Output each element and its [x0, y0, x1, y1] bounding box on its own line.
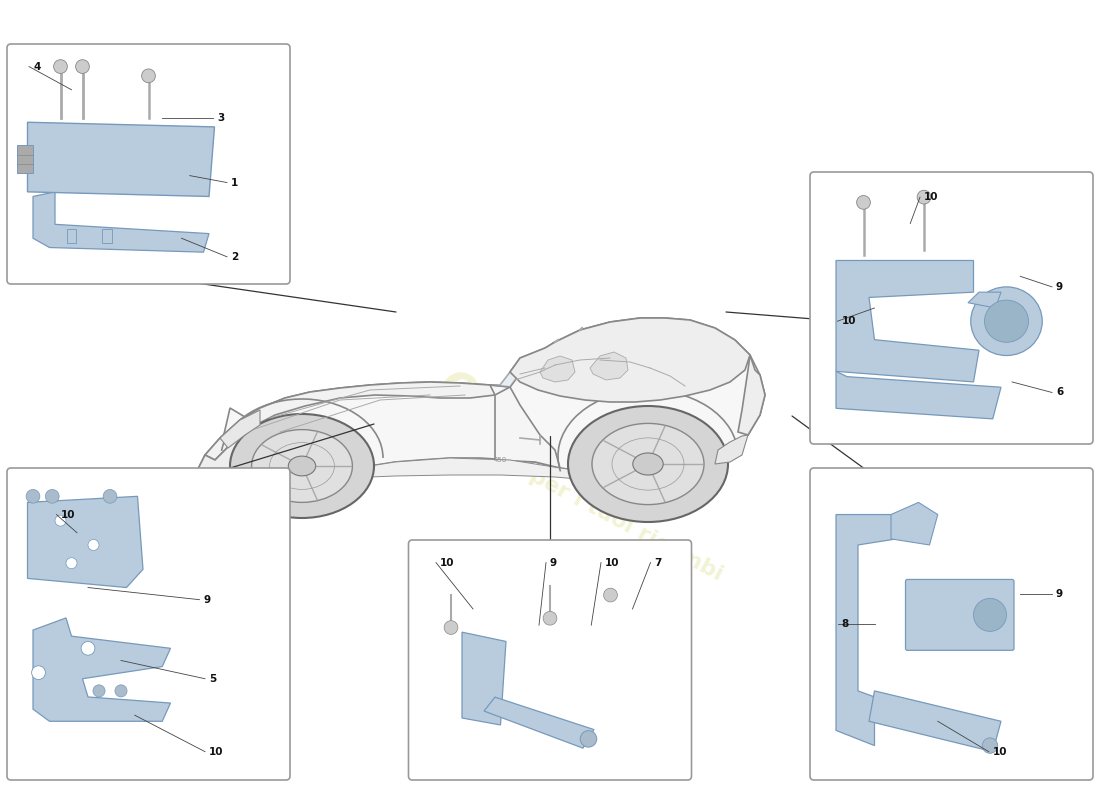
Polygon shape [462, 632, 506, 725]
Polygon shape [190, 318, 764, 520]
Circle shape [103, 490, 117, 503]
Text: 5: 5 [209, 674, 217, 684]
Polygon shape [510, 318, 750, 402]
FancyBboxPatch shape [7, 44, 290, 284]
Circle shape [88, 539, 99, 550]
Polygon shape [28, 496, 143, 587]
Circle shape [114, 685, 128, 697]
Circle shape [142, 69, 155, 82]
Polygon shape [836, 261, 979, 382]
Polygon shape [540, 356, 575, 382]
Polygon shape [33, 618, 170, 722]
Text: 6: 6 [1056, 387, 1064, 398]
Text: eurocare: eurocare [431, 355, 689, 525]
Ellipse shape [632, 453, 663, 475]
Text: 1: 1 [231, 178, 239, 187]
Text: 9: 9 [1056, 589, 1063, 598]
Polygon shape [891, 502, 937, 545]
Circle shape [54, 60, 67, 74]
Ellipse shape [970, 287, 1043, 355]
Polygon shape [33, 192, 209, 252]
Polygon shape [715, 435, 748, 464]
Text: 9: 9 [550, 558, 557, 567]
Text: 10: 10 [209, 746, 223, 757]
Text: 4: 4 [33, 62, 41, 71]
Circle shape [45, 490, 59, 503]
Circle shape [982, 738, 998, 754]
Text: 3: 3 [218, 113, 224, 122]
Circle shape [76, 60, 89, 74]
FancyBboxPatch shape [810, 468, 1093, 780]
Polygon shape [345, 458, 590, 480]
Circle shape [543, 611, 557, 625]
Ellipse shape [568, 406, 728, 522]
Circle shape [974, 598, 1006, 631]
Polygon shape [28, 122, 214, 197]
Text: 2: 2 [231, 252, 239, 262]
Polygon shape [195, 428, 250, 492]
FancyBboxPatch shape [905, 579, 1014, 650]
Circle shape [26, 490, 40, 503]
Polygon shape [738, 355, 764, 435]
Ellipse shape [592, 423, 704, 505]
Text: 9: 9 [1056, 282, 1063, 292]
Circle shape [32, 666, 45, 679]
Polygon shape [205, 382, 495, 460]
Polygon shape [490, 342, 556, 387]
Text: 10: 10 [605, 558, 619, 567]
Polygon shape [484, 697, 594, 748]
Bar [66, 229, 76, 243]
Circle shape [581, 730, 596, 747]
Text: la passione per i tuoi ricambi: la passione per i tuoi ricambi [394, 395, 726, 585]
Bar [16, 146, 33, 174]
Ellipse shape [984, 300, 1028, 342]
Text: 458: 458 [494, 457, 507, 463]
Bar [102, 229, 112, 243]
Ellipse shape [288, 456, 316, 476]
Text: 10: 10 [992, 746, 1008, 757]
Text: 7: 7 [654, 558, 662, 567]
Polygon shape [836, 514, 896, 746]
Text: 9: 9 [204, 594, 210, 605]
FancyBboxPatch shape [810, 172, 1093, 444]
Polygon shape [869, 691, 1001, 752]
Circle shape [444, 621, 458, 634]
Text: 8: 8 [842, 619, 849, 629]
Text: 10: 10 [924, 192, 938, 202]
Polygon shape [220, 410, 260, 448]
Circle shape [92, 685, 106, 697]
Circle shape [604, 588, 617, 602]
Circle shape [66, 558, 77, 569]
Circle shape [81, 642, 95, 655]
Polygon shape [968, 292, 1001, 308]
Polygon shape [590, 352, 628, 380]
Circle shape [917, 190, 931, 204]
FancyBboxPatch shape [7, 468, 290, 780]
Circle shape [55, 515, 66, 526]
Circle shape [857, 195, 870, 210]
Polygon shape [836, 371, 1001, 419]
FancyBboxPatch shape [408, 540, 692, 780]
Ellipse shape [252, 430, 352, 502]
Text: 10: 10 [842, 316, 856, 326]
Text: 10: 10 [60, 510, 75, 519]
Polygon shape [495, 387, 560, 468]
Text: 10: 10 [440, 558, 454, 567]
Ellipse shape [230, 414, 374, 518]
